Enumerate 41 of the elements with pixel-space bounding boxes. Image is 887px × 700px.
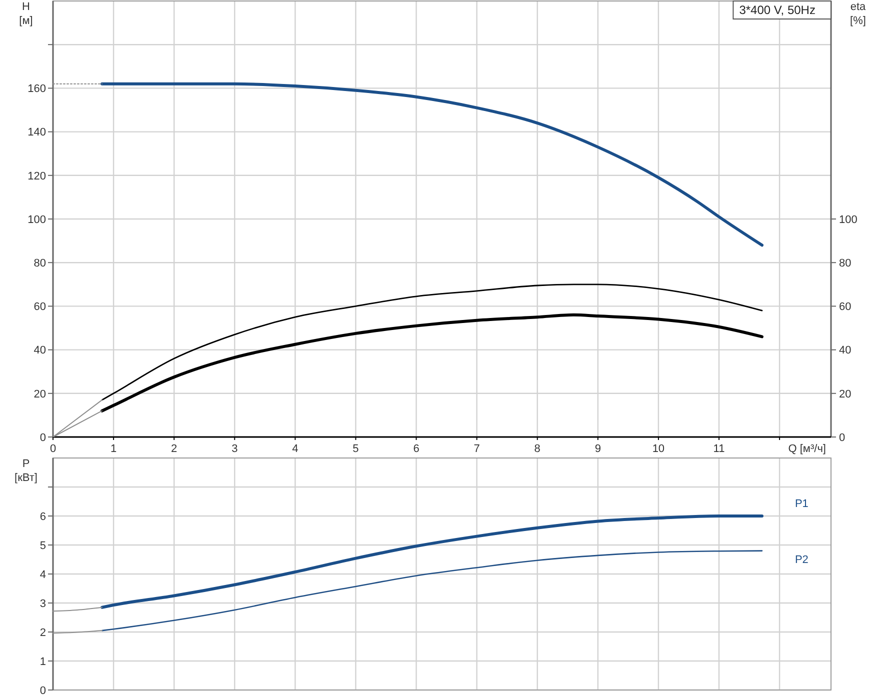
y-tick-label: 4: [40, 568, 46, 581]
x-tick-label: 1: [110, 443, 117, 455]
x-tick-label: 4: [292, 443, 298, 455]
y-tick-label: 160: [28, 83, 46, 96]
y-tick-label: 140: [28, 126, 46, 139]
y2-tick-label: 0: [839, 432, 846, 444]
y-tick-label: 60: [34, 301, 46, 314]
y-tick-label: 80: [34, 257, 46, 270]
y-axis-title: H [м]: [19, 1, 33, 27]
x-tick-label: 3: [232, 443, 238, 455]
y2-tick-label: 80: [839, 257, 852, 270]
text: P1: [794, 498, 808, 510]
y-axis-title: P [кВт]: [14, 458, 38, 484]
x-axis-title: Q [м³/ч]: [788, 443, 826, 455]
chart-title: 3*400 V, 50Hz: [739, 3, 816, 17]
x-tick-label: 10: [652, 443, 665, 455]
text: P2: [794, 554, 808, 566]
y-tick-label: 3: [40, 598, 46, 610]
y-tick-label: 6: [40, 510, 46, 523]
y2-tick-label: 100: [839, 214, 858, 226]
y2-tick-label: 40: [839, 344, 852, 357]
y-tick-label: 120: [28, 170, 46, 182]
x-tick-label: 9: [594, 443, 601, 455]
x-tick-label: 6: [413, 443, 420, 455]
y2-axis-title: eta [%]: [850, 1, 867, 27]
x-tick-label: 0: [50, 443, 56, 455]
y-tick-label: 40: [34, 344, 46, 357]
x-tick-label: 2: [171, 443, 178, 455]
y-tick-label: 1: [40, 656, 46, 668]
x-tick-label: 11: [713, 443, 725, 455]
y-tick-label: 100: [28, 214, 46, 226]
y-tick-label: 0: [40, 684, 46, 697]
y2-tick-label: 60: [839, 301, 852, 314]
x-tick-label: 7: [474, 443, 480, 455]
y-tick-label: 2: [40, 626, 46, 639]
x-tick-label: 8: [534, 443, 540, 455]
y-tick-label: 0: [40, 432, 46, 444]
y-tick-label: 20: [34, 388, 46, 400]
y2-tick-label: 20: [839, 388, 852, 400]
x-tick-label: 5: [352, 443, 359, 455]
y-tick-label: 5: [40, 540, 46, 552]
